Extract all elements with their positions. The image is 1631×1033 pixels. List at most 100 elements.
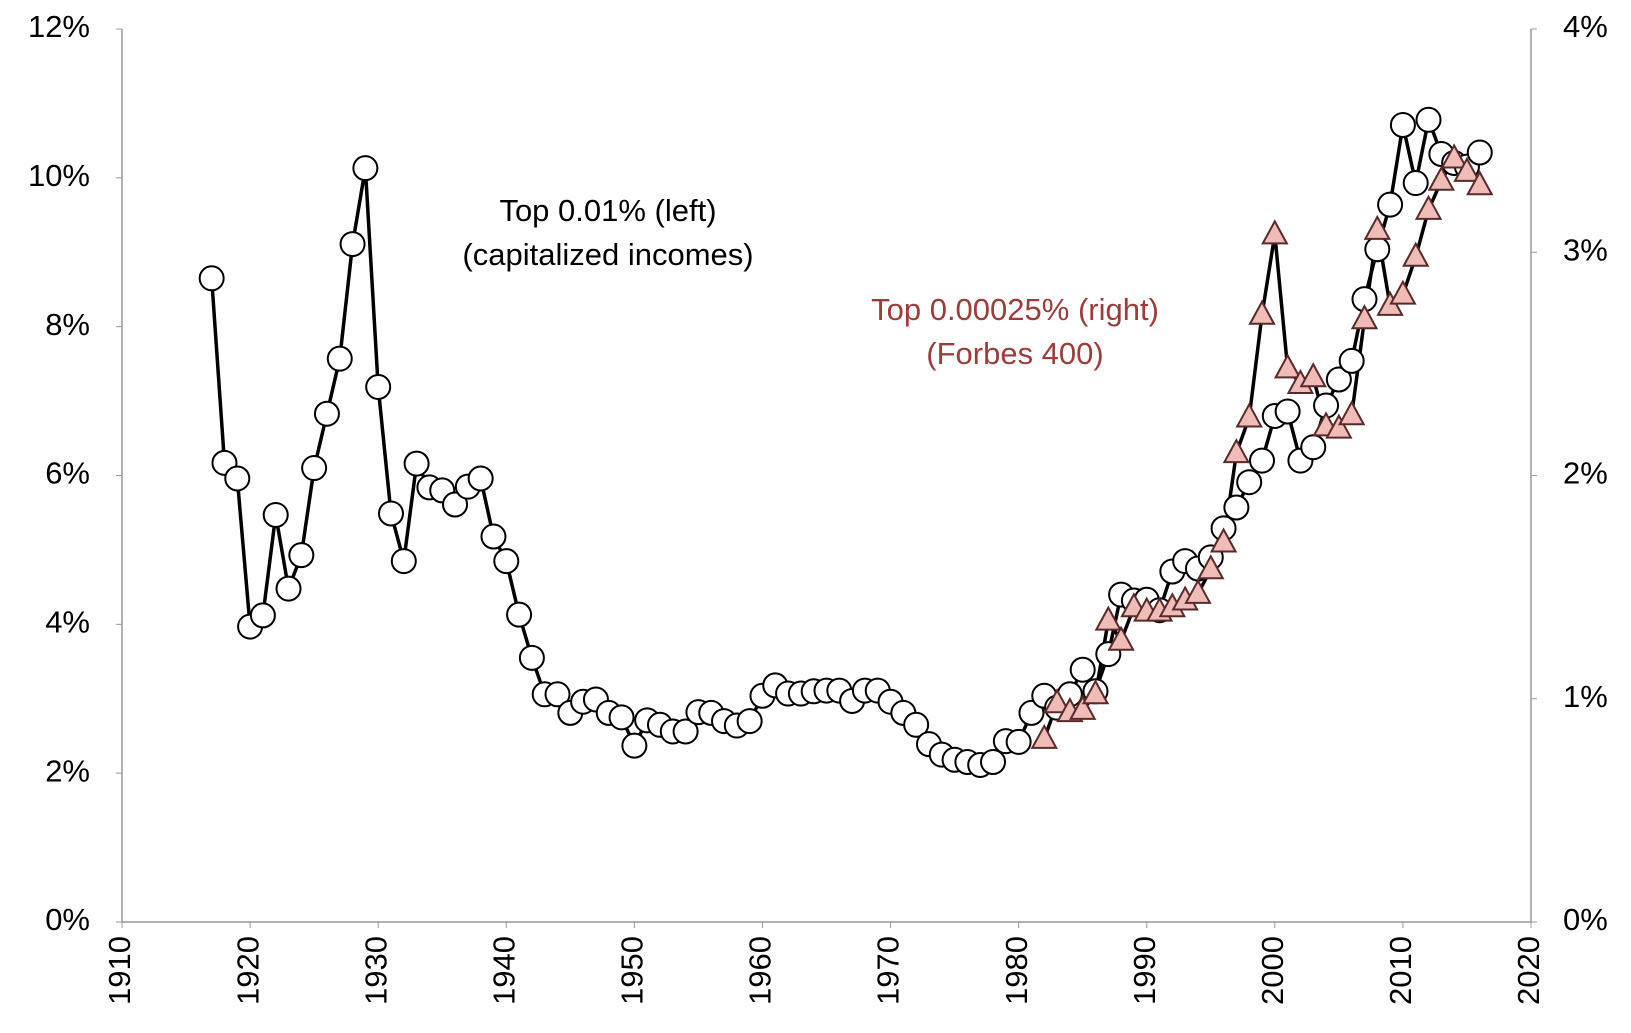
x-tick-label: 1990: [1127, 936, 1162, 1005]
y-tick-label: 8%: [45, 307, 90, 342]
marker: [1338, 347, 1365, 374]
x-tick-label: 2020: [1511, 936, 1546, 1005]
marker: [506, 601, 533, 628]
marker: [1209, 527, 1238, 553]
marker: [736, 708, 763, 735]
marker: [1274, 398, 1301, 425]
marker: [1018, 699, 1045, 726]
x-tick-label: 1960: [743, 936, 778, 1005]
y-tick-label: 0%: [45, 902, 90, 937]
marker: [493, 548, 520, 575]
x-tick-label: 1930: [358, 936, 393, 1005]
marker: [1440, 143, 1468, 169]
x-tick-label: 1940: [486, 936, 521, 1005]
marker: [403, 450, 430, 477]
marker: [1248, 299, 1276, 325]
marker: [1005, 728, 1032, 755]
marker: [1235, 402, 1263, 428]
marker: [275, 575, 302, 602]
marker: [390, 548, 417, 575]
marker: [1223, 494, 1250, 521]
y-tick-label: 12%: [28, 9, 90, 44]
marker: [980, 749, 1007, 776]
marker: [1415, 106, 1442, 133]
y2-tick-label: 4%: [1563, 9, 1608, 44]
marker: [288, 542, 315, 569]
x-tick-label: 1980: [999, 936, 1034, 1005]
marker: [352, 155, 379, 182]
marker: [1081, 679, 1110, 705]
marker: [1402, 241, 1430, 267]
series-label: Top 0.01% (left): [499, 193, 716, 228]
marker: [480, 523, 507, 550]
y-tick-label: 10%: [28, 158, 90, 193]
marker: [672, 718, 699, 745]
marker: [1377, 191, 1404, 218]
marker: [1184, 578, 1212, 604]
y2-tick-label: 2%: [1563, 456, 1608, 491]
y-tick-label: 6%: [45, 456, 90, 491]
x-tick-label: 1950: [615, 936, 650, 1005]
marker: [262, 501, 289, 528]
marker: [1249, 447, 1276, 474]
marker: [1337, 400, 1366, 426]
marker: [1466, 139, 1493, 166]
marker: [326, 345, 353, 372]
marker: [339, 231, 366, 258]
x-tick-label: 1910: [102, 936, 137, 1005]
marker: [1261, 219, 1289, 245]
series-label-note: (Forbes 400): [926, 336, 1103, 371]
marker: [1363, 214, 1391, 240]
marker: [1107, 625, 1135, 651]
marker: [1466, 170, 1494, 196]
marker: [249, 602, 276, 629]
marker: [1030, 723, 1058, 749]
marker: [1414, 194, 1443, 220]
y2-tick-label: 1%: [1563, 679, 1608, 714]
marker: [1197, 554, 1225, 580]
y2-tick-label: 0%: [1563, 902, 1608, 937]
marker: [1069, 656, 1096, 683]
marker: [301, 455, 328, 482]
marker: [442, 491, 469, 518]
y-tick-label: 2%: [45, 753, 90, 788]
x-tick-label: 1920: [230, 936, 265, 1005]
marker: [1364, 236, 1391, 263]
marker: [365, 373, 392, 400]
marker: [903, 711, 930, 738]
marker: [1389, 279, 1417, 305]
x-tick-label: 2010: [1383, 936, 1418, 1005]
marker: [1325, 366, 1352, 393]
marker: [621, 732, 648, 759]
x-tick-label: 1970: [871, 936, 906, 1005]
series-line: [209, 113, 1482, 767]
marker: [608, 704, 635, 731]
marker: [1273, 353, 1302, 379]
x-tick-label: 2000: [1255, 936, 1290, 1005]
marker: [198, 265, 225, 292]
marker: [1236, 469, 1263, 496]
marker: [1389, 111, 1416, 138]
marker: [1325, 413, 1353, 439]
y2-tick-label: 3%: [1563, 232, 1608, 267]
marker: [377, 500, 404, 527]
marker: [1299, 362, 1327, 388]
marker: [1222, 438, 1251, 464]
marker: [1402, 170, 1429, 197]
series-label-note: (capitalized incomes): [462, 237, 753, 272]
marker: [1300, 434, 1327, 461]
marker: [224, 465, 251, 492]
marker: [313, 400, 340, 427]
marker: [467, 465, 494, 492]
marker: [1350, 304, 1379, 330]
marker: [1094, 605, 1122, 631]
y-tick-label: 4%: [45, 605, 90, 640]
marker: [518, 644, 545, 671]
marker: [1043, 688, 1071, 714]
marker: [1068, 694, 1097, 720]
marker: [1427, 165, 1456, 191]
marker: [544, 681, 571, 708]
series-label: Top 0.00025% (right): [871, 292, 1159, 327]
marker: [1453, 156, 1481, 182]
